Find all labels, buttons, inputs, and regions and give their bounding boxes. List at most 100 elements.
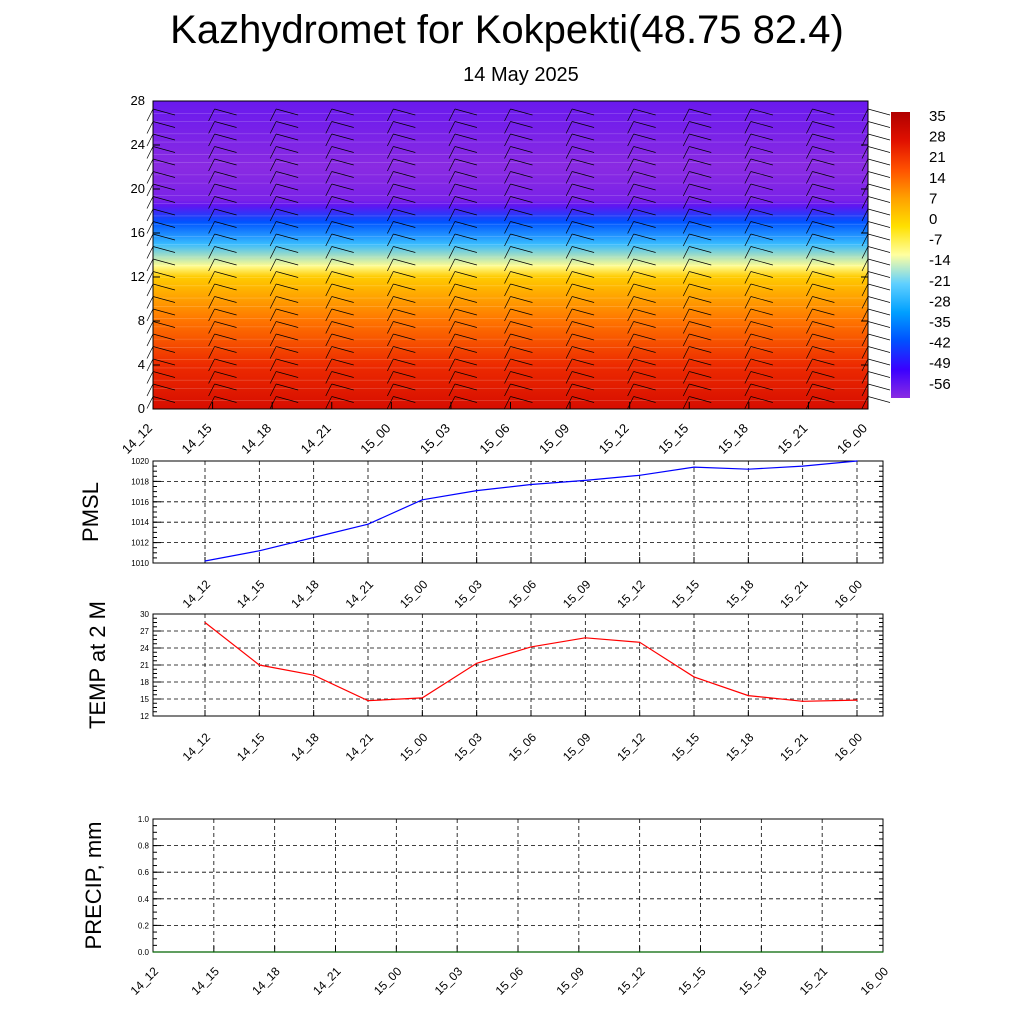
- wind-barb-staff: [565, 346, 573, 359]
- wind-barb-flag: [276, 271, 299, 278]
- wind-barb-staff: [565, 333, 573, 347]
- precip-panel-data-point: [334, 951, 337, 953]
- precip-panel-data-point: [821, 951, 823, 953]
- wind-barb-flag: [276, 308, 299, 316]
- wind-barb-staff: [504, 371, 511, 384]
- wind-barb-flag: [750, 133, 773, 141]
- wind-barb-staff: [682, 321, 690, 334]
- wind-barb-flag: [214, 383, 237, 391]
- wind-barb-staff: [744, 158, 752, 172]
- wind-barb-staff: [387, 296, 394, 309]
- pmsl-panel-data-point: [856, 460, 858, 462]
- wind-barb-flag: [393, 383, 416, 391]
- wind-barb-staff: [146, 196, 154, 209]
- precip-panel-ytick-label: 0.4: [138, 895, 150, 904]
- wind-barb-flag: [571, 221, 595, 228]
- wind-barb-flag: [689, 158, 712, 166]
- wind-barb-flag: [750, 346, 773, 353]
- wind-barb-flag: [152, 183, 176, 191]
- wind-barb-flag: [152, 158, 176, 166]
- colorbar-strip: [891, 112, 910, 398]
- wind-barb-staff: [269, 358, 277, 372]
- colorbar-label: -21: [929, 273, 951, 290]
- heatmap-ytick-label: 20: [131, 181, 145, 196]
- wind-barb-staff: [627, 171, 634, 184]
- pmsl-panel-ytick-label: 1016: [131, 498, 149, 507]
- wind-barb-staff: [146, 133, 154, 147]
- temp-panel-xtick-label: 15_21: [777, 730, 811, 764]
- wind-barb-staff: [325, 146, 333, 159]
- pmsl-panel-data-point: [204, 560, 206, 562]
- wind-barb-flag: [750, 246, 773, 253]
- wind-barb-flag: [152, 108, 176, 116]
- wind-barb-flag: [571, 196, 595, 203]
- wind-barb-staff: [744, 208, 752, 222]
- pmsl-panel-xtick-label: 14_15: [234, 577, 268, 611]
- pmsl-panel-xtick-label: 16_00: [832, 577, 866, 611]
- wind-barb-flag: [510, 121, 533, 128]
- wind-barb-flag: [214, 221, 237, 228]
- wind-barb-staff: [627, 246, 634, 259]
- wind-barb-flag: [689, 171, 712, 178]
- wind-barb-staff: [387, 196, 394, 209]
- wind-barb-staff: [269, 258, 277, 272]
- wind-barb-flag: [867, 371, 891, 378]
- temp-panel-ytick-label: 18: [140, 678, 149, 687]
- wind-barb-staff: [208, 358, 215, 372]
- wind-barb-staff: [448, 321, 456, 334]
- wind-barb-staff: [682, 371, 690, 384]
- wind-barb-flag: [393, 271, 416, 278]
- wind-barb-staff: [448, 358, 456, 372]
- temp-panel-data-point: [693, 676, 695, 678]
- wind-barb-flag: [454, 196, 478, 203]
- wind-barb-flag: [689, 258, 712, 266]
- wind-barb-flag: [633, 208, 656, 216]
- heatmap-xtick-label: 14_12: [119, 421, 155, 457]
- wind-barb-staff: [448, 308, 456, 322]
- heatmap-xtick-label: 15_21: [774, 421, 810, 457]
- wind-barb-flag: [214, 183, 237, 191]
- pmsl-panel-xtick-label: 15_03: [451, 577, 485, 611]
- wind-barb-flag: [454, 308, 478, 316]
- colorbar-label: 35: [929, 108, 946, 125]
- colorbar-label: -49: [929, 355, 951, 372]
- wind-barb-flag: [867, 296, 891, 303]
- wind-barb-staff: [806, 146, 813, 159]
- temp-panel: 12 15 18 21 24 27 30 14_12 14_15 14_18 14_21 15_00 1…: [85, 601, 884, 764]
- wind-barb-staff: [861, 333, 869, 347]
- wind-barb-staff: [806, 308, 813, 322]
- wind-barb-flag: [214, 208, 237, 216]
- wind-barb-staff: [208, 346, 215, 359]
- wind-barb-flag: [214, 133, 237, 141]
- wind-barb-flag: [633, 283, 656, 291]
- wind-barb-staff: [208, 108, 215, 122]
- pmsl-panel-xtick-label: 15_18: [723, 577, 757, 611]
- temp-panel-data-point: [530, 646, 532, 648]
- pmsl-panel-ylabel: PMSL: [78, 482, 103, 542]
- wind-barb-staff: [504, 396, 511, 409]
- precip-panel-data-point: [639, 951, 641, 953]
- wind-barb-staff: [565, 171, 573, 184]
- wind-barb-staff: [682, 258, 690, 272]
- wind-barb-staff: [744, 283, 752, 297]
- wind-barb-flag: [454, 321, 478, 328]
- wind-barb-flag: [689, 246, 712, 253]
- temp-panel-data-point: [856, 699, 858, 701]
- precip-panel-data-point: [274, 951, 276, 953]
- wind-barb-flag: [510, 383, 533, 391]
- wind-barb-flag: [689, 308, 712, 316]
- wind-barb-flag: [276, 183, 299, 191]
- wind-barb-flag: [331, 196, 354, 203]
- wind-barb-staff: [744, 146, 752, 159]
- wind-barb-staff: [208, 308, 215, 322]
- wind-barb-staff: [565, 233, 573, 247]
- wind-barb-flag: [633, 233, 656, 241]
- wind-barb-staff: [744, 121, 752, 134]
- wind-barb-flag: [750, 108, 773, 116]
- wind-barb-flag: [393, 396, 416, 403]
- wind-barb-flag: [214, 246, 237, 253]
- wind-barb-flag: [331, 121, 354, 128]
- wind-barb-staff: [861, 146, 869, 159]
- wind-barb-staff: [806, 371, 813, 384]
- wind-barb-flag: [331, 158, 354, 166]
